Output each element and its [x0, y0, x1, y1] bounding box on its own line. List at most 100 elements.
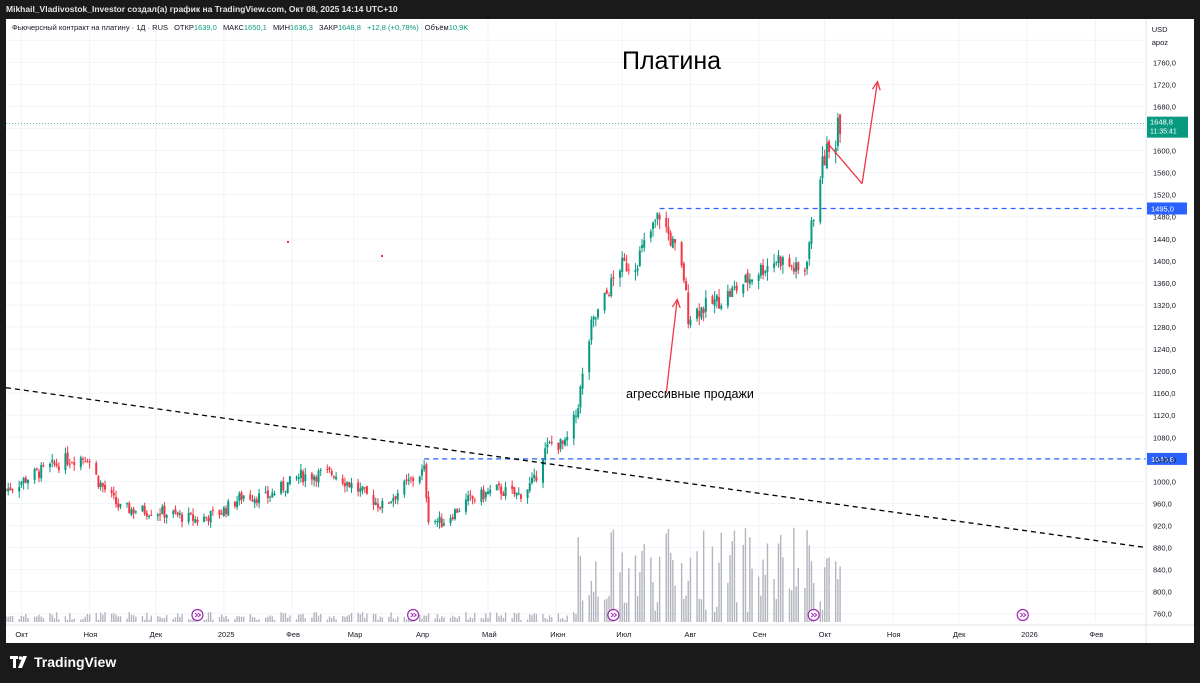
chart-area[interactable]: 1495,0 1040,8 760,0 800,0 840,0 880,0 920,0 960…: [6, 19, 1194, 643]
time-tick-label: Ноя: [887, 630, 901, 639]
volume-bar: [64, 616, 67, 622]
volume-bar: [110, 613, 113, 622]
arrow-line: [861, 81, 879, 184]
tradingview-logo[interactable]: TradingView: [10, 654, 116, 670]
volume-bar: [220, 614, 223, 622]
candle-body: [748, 279, 751, 284]
candle-body: [559, 438, 562, 449]
price-tick-label: 960,0: [1153, 499, 1172, 508]
candle-body: [674, 239, 677, 243]
candle-body: [665, 218, 668, 228]
volume-bar: [267, 616, 269, 622]
candle-body: [310, 473, 313, 480]
candle-body: [810, 220, 813, 244]
candle-body: [451, 517, 454, 520]
candle-body: [519, 494, 522, 499]
volume-bar: [689, 557, 692, 622]
price-tick-label: 1520,0: [1153, 191, 1176, 200]
volume-bar: [172, 618, 174, 622]
volume-bar: [674, 585, 676, 622]
candle-body: [22, 477, 25, 484]
time-tick-label: Авг: [684, 630, 696, 639]
volume-bar: [295, 619, 298, 622]
volume-bar: [526, 619, 529, 622]
high-label: МАКС: [222, 23, 244, 32]
candle-body: [156, 514, 159, 517]
price-tick-label: 1720,0: [1153, 80, 1176, 89]
volume-bar: [403, 616, 406, 622]
volume-bar: [469, 617, 472, 622]
candle-body: [550, 441, 553, 443]
candle-body: [6, 489, 7, 491]
volume-bar: [513, 612, 516, 622]
candle-body: [176, 512, 179, 515]
candle-body: [806, 261, 809, 270]
volume-bar: [687, 580, 689, 622]
candle-body: [403, 480, 406, 495]
candle-body: [440, 518, 443, 528]
candle-body: [557, 442, 560, 451]
volume-bar: [161, 618, 163, 622]
price-chart[interactable]: 1495,0 1040,8 760,0 800,0 840,0 880,0 920,0 960…: [6, 19, 1194, 643]
candle-body: [332, 476, 335, 478]
volume-bar: [562, 618, 564, 622]
candle-body: [394, 496, 397, 499]
candle-body: [187, 512, 190, 522]
footer-bar: TradingView: [0, 643, 1200, 683]
candle-body: [295, 477, 298, 479]
candle-body: [434, 520, 437, 522]
candle-body: [348, 482, 351, 487]
candle-body: [588, 341, 591, 373]
time-tick-label: Дек: [953, 630, 966, 639]
volume-bar: [163, 617, 166, 622]
volume-bar: [729, 555, 731, 622]
candle-body: [619, 270, 622, 278]
volume-bar: [590, 580, 593, 622]
volume-bar: [603, 599, 606, 622]
level-label-box: [1147, 452, 1187, 465]
volume-bar: [498, 616, 500, 622]
volume-bar: [357, 612, 359, 622]
candle-body: [218, 509, 221, 515]
candle-body: [627, 269, 630, 271]
candle-body: [735, 285, 738, 291]
candle-body: [473, 499, 476, 501]
candle-body: [211, 509, 214, 511]
candle-body: [222, 507, 225, 517]
candle-body: [751, 279, 754, 282]
candle-body: [575, 415, 577, 417]
candle-body: [192, 514, 195, 521]
volume-bar: [821, 609, 824, 622]
volume-bar: [238, 616, 240, 622]
volume-bar: [735, 602, 738, 622]
candle-body: [280, 482, 283, 494]
volume-bar: [71, 619, 73, 622]
candle-body: [625, 263, 628, 272]
time-tick-label: Сен: [753, 630, 767, 639]
volume-bar: [271, 616, 273, 622]
currency-code[interactable]: USD: [1151, 25, 1168, 34]
volume-bar: [80, 619, 82, 622]
low-label: МИН: [272, 23, 290, 32]
currency-selector[interactable]: USD apoz: [1152, 23, 1168, 49]
volume-bar: [810, 561, 813, 622]
candle-body: [656, 212, 659, 220]
candle-body: [825, 143, 828, 169]
price-tick-label: 1440,0: [1153, 235, 1176, 244]
volume-bar: [489, 612, 491, 622]
price-tick-label: 1040,0: [1153, 455, 1176, 464]
candle-body: [579, 386, 582, 408]
volume-bar: [621, 552, 623, 622]
candle-body: [240, 492, 243, 501]
volume-bar: [289, 615, 291, 622]
candle-body: [203, 516, 206, 522]
arrow-head: [671, 297, 681, 309]
candle-body: [33, 469, 36, 480]
candle-body: [718, 297, 721, 309]
close-value: 1648,8: [337, 23, 361, 32]
candle-body: [535, 476, 538, 481]
scale-mode[interactable]: apoz: [1151, 38, 1168, 47]
time-tick-label: Апр: [416, 630, 429, 639]
candle-body: [467, 495, 470, 502]
volume-bar: [744, 528, 747, 622]
